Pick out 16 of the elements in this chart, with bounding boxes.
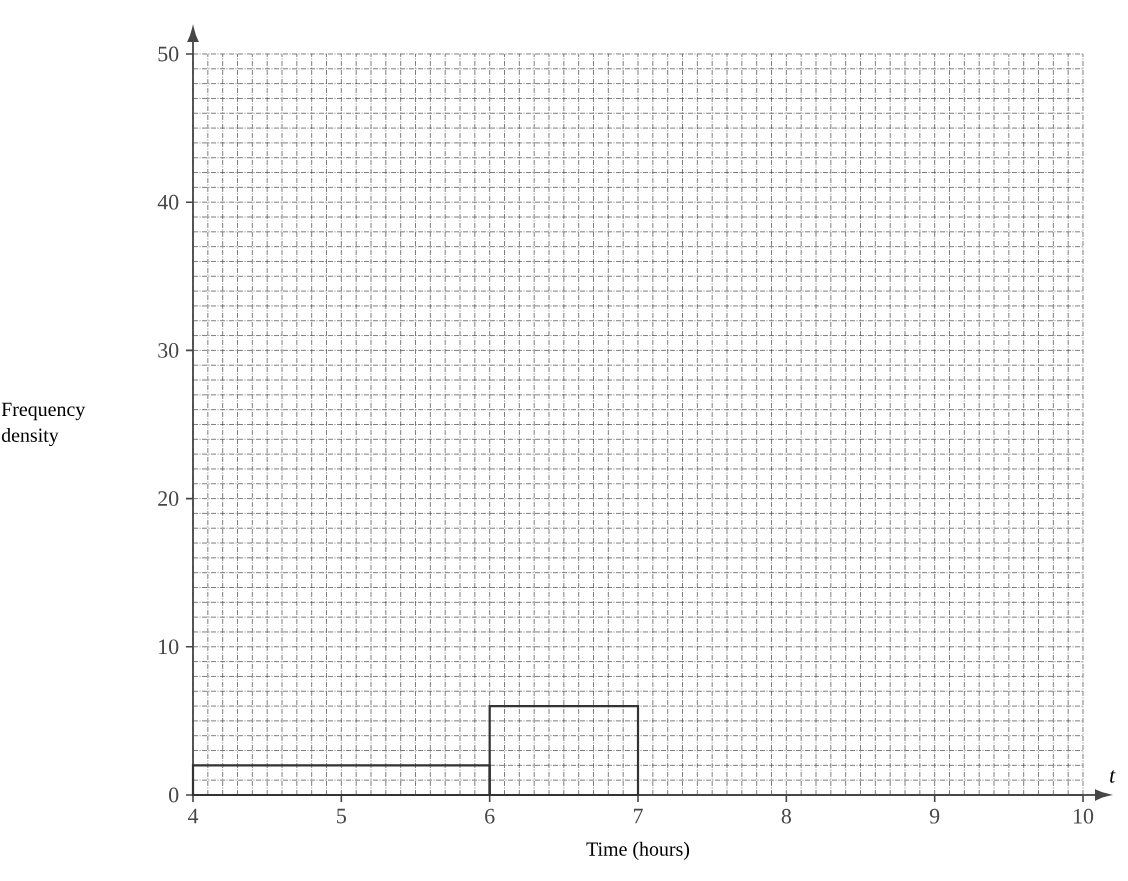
x-tick-label: 9: [929, 808, 940, 824]
text: t: [1110, 770, 1116, 783]
x-tick-label: 5: [337, 808, 346, 824]
x-tick-label: 4: [187, 808, 199, 824]
y-tick-label: 30: [158, 342, 179, 358]
x-axis-title: Time (hours): [586, 841, 690, 860]
y-tick-label: 0: [169, 787, 179, 803]
y-tick-label: 20: [158, 491, 179, 506]
y-axis-title: Frequency density: [1, 402, 86, 447]
y-tick-label: 10: [159, 639, 179, 655]
y-tick-label: 40: [157, 194, 179, 210]
x-tick-label: 10: [1073, 808, 1094, 824]
x-tick-label: 6: [485, 808, 495, 824]
x-tick-label: 8: [781, 808, 791, 824]
x-tick-label: 7: [633, 808, 643, 824]
y-tick-label: 50: [158, 46, 179, 62]
